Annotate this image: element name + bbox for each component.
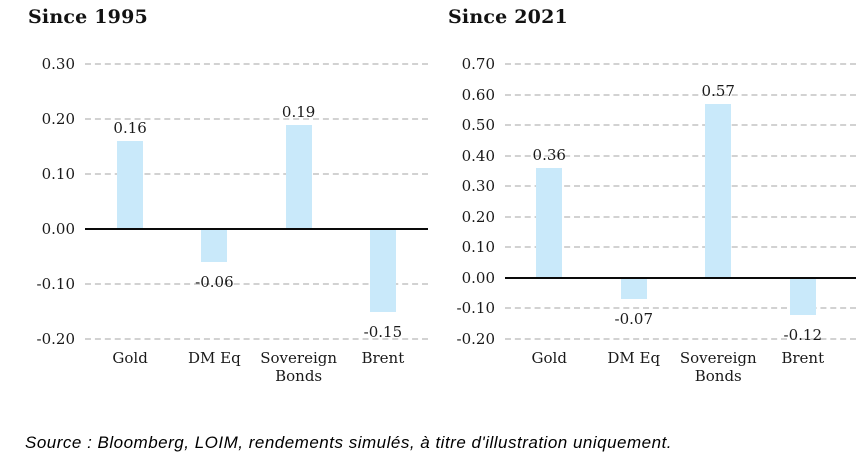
data-label: 0.19 — [281, 102, 316, 121]
chart-since-2021: Since 2021 0.70 0.60 0.50 0.40 0.30 0.20 0.10 0… — [429, 0, 858, 410]
y-tick-label: -0.20 — [456, 330, 495, 348]
y-tick-label: 0.30 — [461, 177, 495, 196]
bar-sovereign-bonds — [285, 124, 312, 229]
plot-area: 0.30 0.20 0.10 0.00 -0.10 -0.20 0.16 Gold -0.06 D… — [0, 0, 429, 410]
y-tick-label: 0.70 — [461, 55, 495, 73]
chart-since-1995: Since 1995 0.30 0.20 0.10 0.00 -0.10 -0.20 0.1… — [0, 0, 429, 410]
bar-dm-eq — [620, 277, 647, 300]
y-tick-label: 0.50 — [461, 116, 495, 135]
gridline — [505, 154, 856, 157]
gridline — [505, 215, 856, 218]
bar-gold — [117, 141, 144, 229]
bar-brent — [369, 229, 396, 312]
chart-title: Since 1995 — [28, 6, 148, 28]
y-tick-label: -0.10 — [36, 275, 75, 293]
data-label: -0.07 — [614, 310, 653, 329]
data-label: -0.06 — [195, 273, 234, 291]
category-label: Gold — [531, 349, 567, 367]
y-tick-label: 0.10 — [461, 238, 495, 257]
category-label: DM Eq — [188, 349, 241, 367]
gridline — [85, 338, 428, 340]
data-label: -0.12 — [783, 325, 822, 344]
zero-axis-line — [85, 228, 428, 230]
gridline — [505, 185, 856, 188]
category-label: Brent — [781, 349, 825, 367]
category-label: Gold — [112, 349, 148, 367]
source-note: Source : Bloomberg, LOIM, rendements sim… — [25, 433, 673, 452]
y-tick-label: 0.20 — [41, 110, 75, 128]
data-label: -0.15 — [363, 322, 403, 341]
bar-brent — [789, 277, 816, 315]
y-tick-label: 0.30 — [41, 55, 75, 73]
y-tick-label: 0.20 — [461, 207, 495, 226]
y-tick-label: 0.00 — [41, 220, 75, 238]
gridline — [505, 307, 856, 310]
y-tick-label: 0.10 — [41, 165, 75, 183]
gridline — [505, 124, 856, 127]
zero-axis-line — [505, 276, 856, 279]
y-tick-label: -0.20 — [36, 330, 75, 348]
y-tick-label: 0.60 — [461, 85, 495, 104]
bar-sovereign-bonds — [705, 103, 732, 278]
bar-dm-eq — [201, 229, 228, 262]
gridline — [85, 118, 428, 120]
gridline — [85, 283, 428, 285]
gridline — [505, 93, 856, 96]
gridline — [85, 173, 428, 175]
category-label: Brent — [361, 349, 405, 367]
data-label: 0.16 — [113, 119, 147, 137]
chart-title: Since 2021 — [448, 6, 568, 28]
category-label: Sovereign Bonds — [260, 349, 337, 385]
gridline — [505, 63, 856, 65]
plot-area: 0.70 0.60 0.50 0.40 0.30 0.20 0.10 0.00 -0.10 -0.… — [429, 0, 858, 410]
category-label: DM Eq — [607, 349, 661, 367]
gridline — [505, 246, 856, 249]
data-label: 0.36 — [532, 145, 566, 164]
y-tick-label: -0.10 — [456, 299, 495, 318]
bar-gold — [536, 167, 563, 278]
gridline — [85, 63, 428, 65]
y-tick-label: 0.40 — [461, 146, 495, 165]
category-label: Sovereign Bonds — [679, 349, 757, 385]
y-tick-label: 0.00 — [461, 268, 495, 287]
data-label: 0.57 — [701, 81, 735, 100]
gridline — [505, 338, 856, 340]
